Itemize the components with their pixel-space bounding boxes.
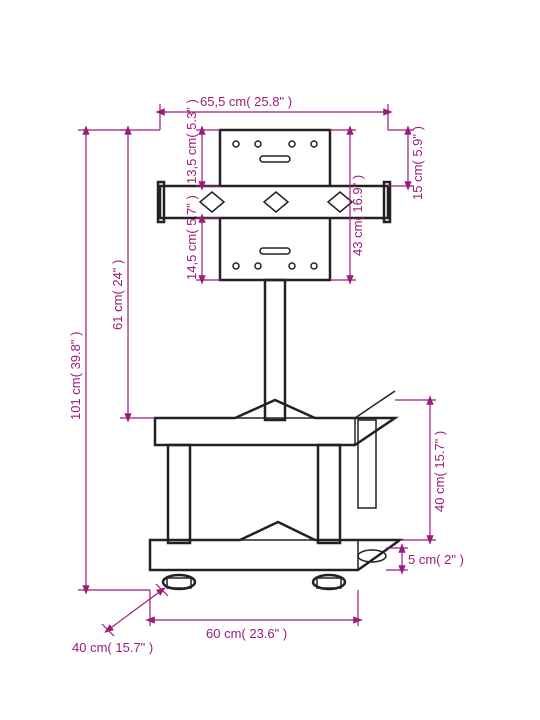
- dim-total-h: 101 cm( 39.8" ): [68, 130, 150, 590]
- dim-upper-h: 61 cm( 24" ): [110, 130, 160, 418]
- dim-side: 15 cm( 5.9" ): [388, 126, 425, 200]
- dim-base-w: 60 cm( 23.6" ): [150, 590, 358, 641]
- dim-depth-label: 40 cm( 15.7" ): [72, 640, 153, 655]
- dim-mount-height-label: 13,5 cm( 5.3" ): [184, 99, 199, 184]
- top-shelf: [155, 391, 395, 445]
- diagram: 65,5 cm( 25.8" ) 13,5 cm( 5.3" ) 14,5 cm…: [0, 0, 540, 720]
- dim-side-label: 15 cm( 5.9" ): [410, 126, 425, 200]
- bottom-shelf: [150, 522, 400, 570]
- dim-shelf-h: 40 cm( 15.7" ): [395, 400, 447, 540]
- dim-upper-h-label: 61 cm( 24" ): [110, 260, 125, 330]
- dim-base-w-label: 60 cm( 23.6" ): [206, 626, 287, 641]
- dim-foot-label: 5 cm( 2" ): [408, 552, 464, 567]
- dim-plate-gap-label: 14,5 cm( 5.7" ): [184, 195, 199, 280]
- dim-top-width-label: 65,5 cm( 25.8" ): [200, 94, 292, 109]
- dim-shelf-h-label: 40 cm( 15.7" ): [432, 431, 447, 512]
- dim-inner-h-label: 43 cm( 16.9" ): [350, 175, 365, 256]
- dim-total-h-label: 101 cm( 39.8" ): [68, 332, 83, 420]
- dim-foot: 5 cm( 2" ): [386, 548, 464, 570]
